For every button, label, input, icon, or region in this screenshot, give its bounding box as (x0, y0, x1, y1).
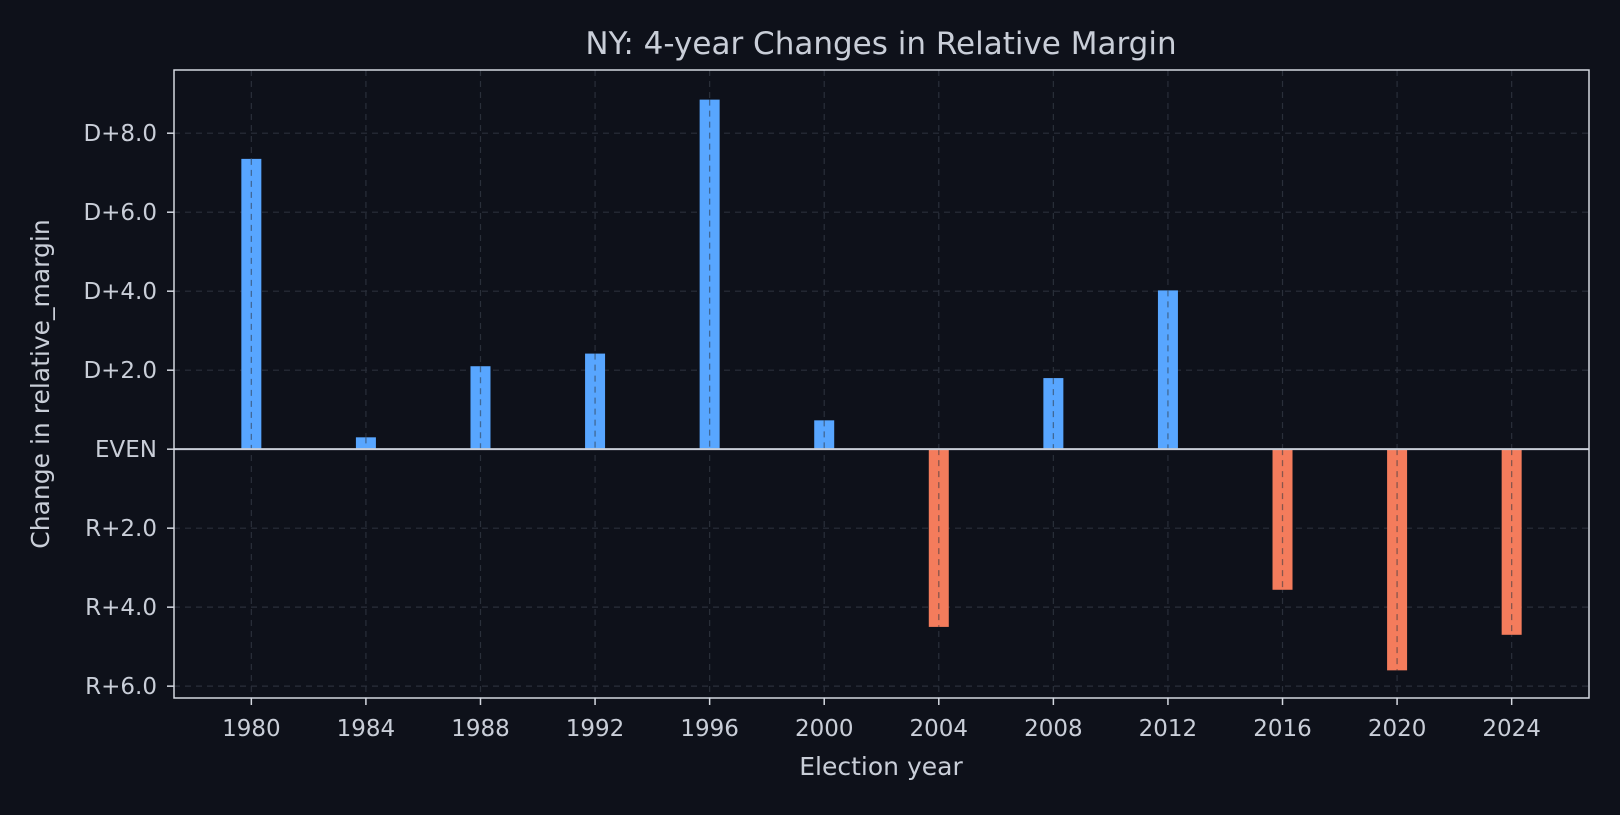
x-tick-label: 1996 (680, 716, 739, 742)
y-tick-label: EVEN (95, 437, 157, 463)
x-tick-label: 2004 (910, 716, 969, 742)
y-tick-label: D+6.0 (83, 200, 157, 226)
x-axis-label: Election year (799, 752, 963, 781)
x-tick-label: 1992 (566, 716, 625, 742)
x-tick-label: 2000 (795, 716, 854, 742)
y-axis-label: Change in relative_margin (26, 219, 55, 548)
y-tick-label: R+6.0 (85, 674, 157, 700)
chart-title: NY: 4-year Changes in Relative Margin (585, 26, 1176, 62)
x-axis: 1980 1984 1988 1992 1996 2000 2004 2008 2012 2016… (222, 698, 1541, 742)
y-tick-label: D+2.0 (83, 358, 157, 384)
x-tick-label: 2008 (1024, 716, 1083, 742)
y-tick-label: D+4.0 (83, 279, 157, 305)
y-tick-label: R+4.0 (85, 595, 157, 621)
bar-1988 (470, 366, 491, 450)
bar-1996 (699, 99, 720, 450)
plot-area (174, 70, 1589, 698)
y-tick-label: D+8.0 (83, 121, 157, 147)
x-tick-label: 1980 (222, 716, 281, 742)
x-tick-label: 2020 (1368, 716, 1427, 742)
x-tick-label: 2024 (1482, 716, 1541, 742)
y-axis: D+8.0 D+6.0 D+4.0 D+2.0 EVEN R+2.0 R+4.0 R+6.0 (83, 121, 174, 700)
x-tick-label: 1988 (451, 716, 510, 742)
bars (241, 99, 1522, 671)
x-tick-label: 2016 (1253, 716, 1312, 742)
plot-frame (173, 69, 1590, 699)
x-tick-label: 1984 (337, 716, 396, 742)
x-tick-label: 2012 (1139, 716, 1198, 742)
y-tick-label: R+2.0 (85, 516, 157, 542)
